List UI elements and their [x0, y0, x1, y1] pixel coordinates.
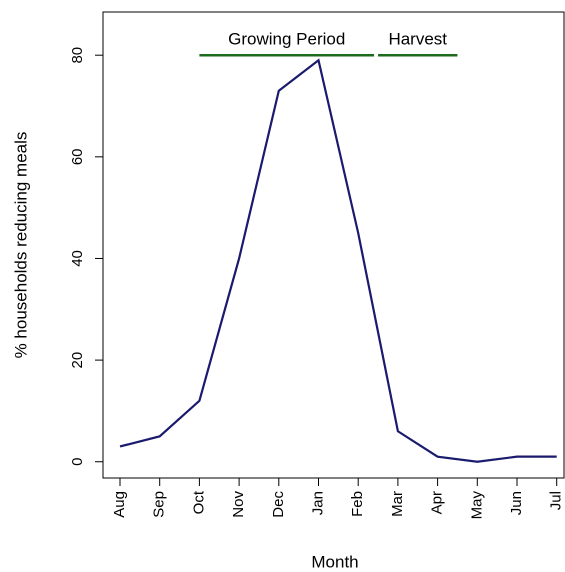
y-tick-label: 0 [69, 458, 86, 466]
x-tick-label: Mar [389, 491, 406, 517]
y-tick-label: 20 [69, 352, 86, 369]
period-label: Growing Period [228, 30, 345, 49]
x-tick-label: Sep [151, 491, 168, 518]
x-tick-label: Apr [429, 491, 446, 514]
x-tick-label: Dec [270, 491, 287, 518]
y-tick-label: 80 [69, 47, 86, 64]
y-tick-label: 60 [69, 148, 86, 165]
x-tick-label: Jun [508, 491, 525, 515]
y-axis-title: % households reducing meals [11, 132, 30, 359]
x-tick-label: Nov [230, 491, 247, 518]
x-tick-label: Aug [111, 491, 128, 518]
y-tick-label: 40 [69, 250, 86, 267]
x-tick-label: Oct [190, 490, 207, 514]
data-line [119, 58, 557, 463]
x-axis-title: Month [311, 552, 358, 571]
period-label: Harvest [388, 30, 447, 49]
x-tick-label: Jul [548, 491, 565, 510]
x-tick-label: Jan [309, 491, 326, 515]
plot-frame [102, 11, 565, 479]
x-tick-label: May [468, 491, 485, 520]
x-tick-label: Feb [349, 491, 366, 517]
